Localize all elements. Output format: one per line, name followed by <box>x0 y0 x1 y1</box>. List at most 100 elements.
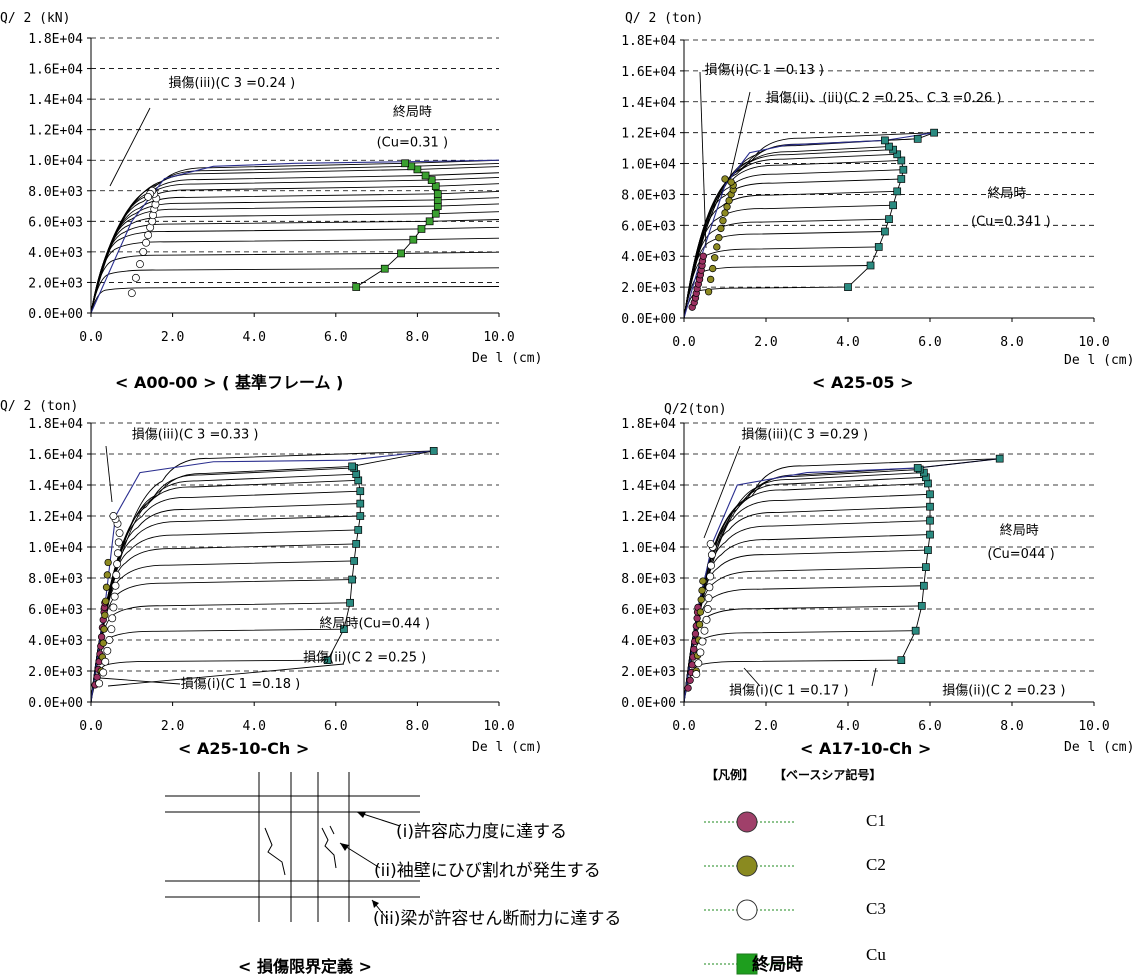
annotation: 損傷(ii)(C 2 =0.23 ) <box>942 683 1065 698</box>
annotation-pointers <box>99 71 877 687</box>
x-tick-label: 2.0 <box>161 719 184 734</box>
x-tick-label: 2.0 <box>161 330 184 345</box>
legend-label: 終局時 <box>752 954 803 975</box>
legend-marker <box>736 953 758 975</box>
series-c3 <box>692 539 717 679</box>
capacity-curve-extension <box>437 197 500 201</box>
capacity-curve-extension <box>356 286 500 288</box>
capacity-curve-extension <box>429 219 500 222</box>
ultimate-point <box>897 656 906 665</box>
ultimate-point <box>429 447 438 455</box>
x-tick-label: 8.0 <box>1000 719 1023 734</box>
ultimate-point <box>431 182 440 191</box>
y-tick-label: 1.0E+04 <box>621 158 676 173</box>
y-tick-label: 1.2E+04 <box>28 124 83 139</box>
series-c3-point <box>139 247 148 256</box>
ultimate-point <box>397 249 405 258</box>
annotation: (Cu=0.31 ) <box>377 135 448 150</box>
ultimate-point <box>417 225 426 233</box>
ultimate-point <box>885 142 893 151</box>
ultimate-point <box>874 243 883 251</box>
series-c3-point <box>114 538 123 547</box>
capacity-curve <box>683 469 920 703</box>
ultimate-point <box>348 575 356 584</box>
ultimate-point <box>926 516 934 525</box>
series-ultimate <box>897 454 1004 665</box>
series-c3-point <box>706 539 715 548</box>
annotation: 損傷(ii)、(iii)(C 2 =0.25、C 3 =0.26 ) <box>766 91 1002 106</box>
y-tick-label: 2.0E+03 <box>28 276 83 291</box>
series-c3-point <box>706 572 715 581</box>
series-c3-point <box>113 560 122 569</box>
ultimate-point <box>897 156 906 165</box>
series-c3-point <box>136 260 144 269</box>
annotation: 損傷(i)(C 1 =0.18 ) <box>181 677 300 692</box>
x-axis-label: De l (cm) <box>472 351 542 366</box>
chart-panel-2: 0.0E+00 2.0E+03 4.0E+03 6.0E+03 8.0E+03 1.0E+… <box>621 11 1134 392</box>
x-tick-label: 6.0 <box>918 335 941 350</box>
series-c2-point <box>699 577 707 585</box>
x-tick-label: 6.0 <box>324 719 347 734</box>
series-c3-point <box>704 594 713 603</box>
ultimate-point <box>421 171 430 180</box>
x-tick-label: 10.0 <box>483 330 514 345</box>
capacity-curve <box>683 458 1000 703</box>
series-c3-point <box>110 592 119 601</box>
label-i: (i)許容応力度に達する <box>396 822 567 842</box>
series-c1 <box>684 603 702 692</box>
chart-panel-4: 0.0E+00 2.0E+03 4.0E+03 6.0E+03 8.0E+03 1.0E+… <box>621 402 1134 758</box>
x-tick-label: 10.0 <box>1078 335 1109 350</box>
ultimate-point <box>889 201 897 210</box>
series-c3-point <box>111 581 120 590</box>
y-tick-label: 1.8E+04 <box>621 417 676 432</box>
series-c3-point <box>702 615 711 624</box>
ultimate-point <box>911 626 920 635</box>
x-tick-label: 8.0 <box>1000 335 1023 350</box>
capacity-curve <box>683 132 935 319</box>
annotation-pointer <box>703 445 741 539</box>
ultimate-point <box>922 563 930 572</box>
annotation-pointer <box>743 667 761 687</box>
series-c2 <box>692 577 707 675</box>
y-tick-label: 1.2E+04 <box>28 510 83 525</box>
x-tick-label: 6.0 <box>918 719 941 734</box>
legend-item-3: C3 <box>704 899 886 921</box>
x-tick-label: 8.0 <box>406 330 429 345</box>
x-axis-label: De l (cm) <box>472 740 542 755</box>
x-tick-label: 4.0 <box>836 719 859 734</box>
legend-title-left: 【凡例】 <box>706 767 754 782</box>
series-c2-point <box>719 217 727 225</box>
y-tick-label: 6.0E+03 <box>28 603 83 618</box>
series-c3-point <box>703 605 712 613</box>
series-c1-point <box>684 684 692 692</box>
x-axis-label: De l (cm) <box>1064 353 1134 368</box>
legend-item-1: C1 <box>704 811 886 833</box>
series-c3-point <box>694 659 703 668</box>
annotation-pointer <box>99 677 181 685</box>
y-tick-label: 1.6E+04 <box>621 448 676 463</box>
series-c3-point <box>95 679 104 688</box>
series-c3-point <box>144 192 153 201</box>
ultimate-point <box>409 235 418 244</box>
y-tick-label: 0.0E+00 <box>621 696 676 711</box>
ultimate-point <box>897 175 906 183</box>
series-c2-point <box>707 275 715 284</box>
series-c3-point <box>127 289 136 298</box>
y-tick-label: 2.0E+03 <box>621 281 676 296</box>
capacity-curve <box>90 199 438 314</box>
series-c3-point <box>705 583 714 592</box>
capacity-curve <box>683 549 928 703</box>
y-tick-label: 4.0E+03 <box>28 246 83 261</box>
diagram-caption: < 損傷限界定義 > <box>238 957 372 976</box>
series-c3-point <box>698 637 707 646</box>
chart-panel-1: 0.0E+00 2.0E+03 4.0E+03 6.0E+03 8.0E+03 1.0E+… <box>0 11 542 392</box>
series-c2-point <box>695 620 704 629</box>
series-ultimate <box>323 447 438 665</box>
series-c2-point <box>704 288 713 296</box>
series-c2 <box>704 175 737 296</box>
series-c2-point <box>102 583 111 591</box>
capacity-curve <box>683 476 926 703</box>
capacity-curve-extension <box>384 267 500 270</box>
y-tick-label: 0.0E+00 <box>621 312 676 327</box>
annotation: 終局時 <box>1000 523 1039 539</box>
